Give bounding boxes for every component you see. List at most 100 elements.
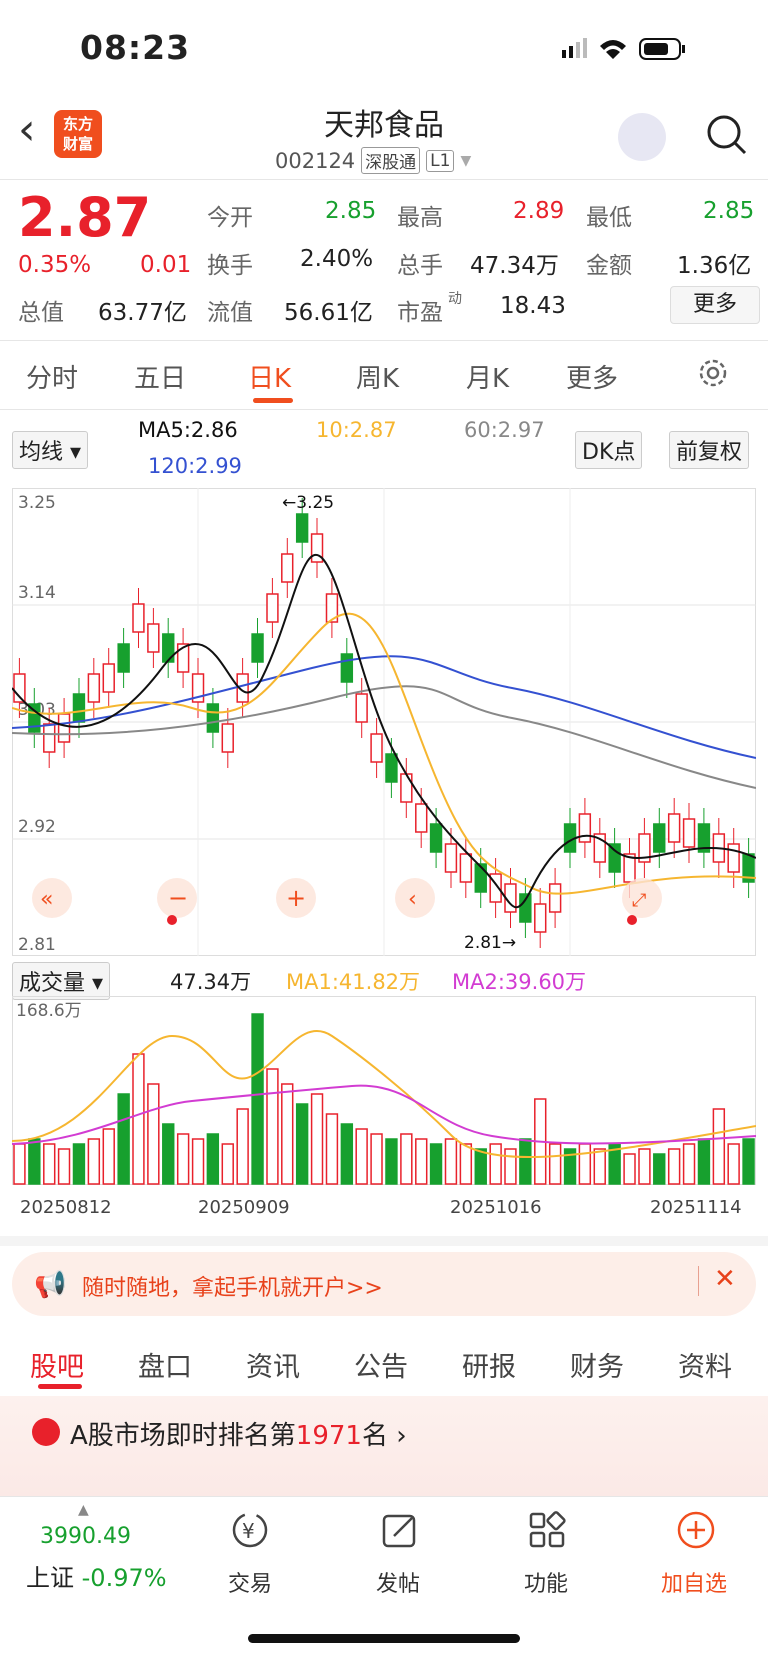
candle xyxy=(251,633,264,663)
candle xyxy=(176,643,190,673)
amount-label: 金额 xyxy=(586,253,632,279)
zoom-in-icon xyxy=(276,878,316,918)
candle xyxy=(578,813,592,843)
turnover-label: 换手 xyxy=(207,253,253,279)
nav-post[interactable]: 发帖 xyxy=(375,1572,420,1597)
nav-add-watchlist[interactable]: 加自选 xyxy=(660,1572,727,1597)
candle xyxy=(682,818,696,848)
indicator-select[interactable]: 均线 ▾ xyxy=(12,431,89,469)
tab-5day[interactable]: 五日 xyxy=(134,364,187,394)
open-account-banner[interactable] xyxy=(12,1252,756,1316)
float-label: 流值 xyxy=(207,300,253,326)
tab-finance[interactable]: 财务 xyxy=(570,1352,624,1383)
tag-l1: L1 xyxy=(426,149,455,172)
tab-news[interactable]: 资讯 xyxy=(246,1352,300,1383)
tab-more[interactable]: 更多 xyxy=(566,364,619,394)
svg-text:«: « xyxy=(40,887,53,912)
search-icon[interactable] xyxy=(704,112,748,156)
nav-functions[interactable]: 功能 xyxy=(523,1572,568,1597)
candle xyxy=(385,753,398,783)
index-row[interactable]: 上证 -0.97% xyxy=(26,1564,167,1592)
candle xyxy=(400,773,413,803)
close-icon[interactable]: ✕ xyxy=(714,1264,736,1294)
volume-bar xyxy=(429,1143,443,1185)
volume-label: 总手 xyxy=(397,253,443,279)
volume-bar xyxy=(504,1148,517,1185)
candle xyxy=(593,833,606,863)
pe-value: 18.43 xyxy=(500,293,566,319)
pe-label: 市盈 xyxy=(397,300,443,326)
change-pct: 0.35% xyxy=(18,252,92,278)
trade-icon: ¥ xyxy=(232,1512,268,1548)
fullscreen-icon xyxy=(622,878,662,918)
candle xyxy=(162,633,175,663)
candle xyxy=(28,703,41,733)
tab-announcement[interactable]: 公告 xyxy=(354,1352,408,1383)
status-time: 08:23 xyxy=(80,28,191,67)
more-button[interactable]: 更多 xyxy=(670,286,760,324)
candle xyxy=(415,803,428,833)
volume-chart[interactable]: 168.6万 20250812 20250909 20251016 202511… xyxy=(12,996,756,1216)
tab-pankou[interactable]: 盘口 xyxy=(138,1352,192,1383)
volume-bar xyxy=(667,1148,681,1185)
assistant-robot-icon[interactable] xyxy=(618,113,666,161)
candle xyxy=(57,713,71,743)
x-date-label: 20251114 xyxy=(650,1197,742,1216)
volume-bar xyxy=(295,1103,309,1185)
candle xyxy=(221,723,234,753)
tab-weekly-k[interactable]: 周K xyxy=(356,364,400,394)
tab-daily-k[interactable]: 日K xyxy=(248,364,292,394)
divider xyxy=(0,409,768,410)
volume-bar xyxy=(563,1148,577,1185)
volume-bar xyxy=(593,1148,606,1185)
candle xyxy=(295,513,309,543)
volume-bar xyxy=(519,1138,532,1185)
tab-research[interactable]: 研报 xyxy=(462,1352,516,1383)
candle xyxy=(459,853,473,883)
settings-icon[interactable] xyxy=(696,356,730,390)
candle xyxy=(697,823,711,853)
candle xyxy=(281,553,294,583)
tab-intraday[interactable]: 分时 xyxy=(26,364,79,394)
stock-code-row[interactable]: 002124 深股通 L1 ▼ xyxy=(275,147,471,174)
dk-point-button[interactable]: DK点 xyxy=(575,431,643,469)
tab-profile[interactable]: 资料 xyxy=(678,1352,732,1383)
add-watchlist-icon xyxy=(677,1511,715,1549)
volume-label: 47.34万 xyxy=(170,970,252,994)
y-tick-label: 3.14 xyxy=(18,583,56,603)
low-label: 最低 xyxy=(586,205,632,231)
open-value: 2.85 xyxy=(325,198,377,224)
index-value[interactable]: 3990.49 xyxy=(40,1524,131,1549)
stock-name: 天邦食品 xyxy=(324,108,444,143)
tab-monthly-k[interactable]: 月K xyxy=(466,364,510,394)
candle xyxy=(310,533,324,563)
candle xyxy=(727,843,740,873)
banner-text[interactable]: 随时随地，拿起手机就开户>> xyxy=(82,1276,383,1301)
last-price: 2.87 xyxy=(18,186,152,249)
adjust-button[interactable]: 前复权 xyxy=(669,431,750,469)
candle xyxy=(444,843,458,873)
volume-bar xyxy=(176,1133,190,1185)
candle xyxy=(548,883,562,913)
high-label: 最高 xyxy=(397,205,443,231)
x-date-label: 20251016 xyxy=(450,1197,542,1216)
tab-guba[interactable]: 股吧 xyxy=(30,1352,84,1383)
post-icon xyxy=(382,1514,416,1548)
change-amount: 0.01 xyxy=(140,252,192,278)
active-tab-indicator xyxy=(38,1384,82,1389)
candle xyxy=(474,863,487,893)
app-logo: 东方 财富 xyxy=(54,110,102,158)
back-icon[interactable]: ‹ xyxy=(18,104,36,155)
kline-chart[interactable]: 3.25 3.14 3.03 2.92 2.81 ←3.25 2.81→ « −… xyxy=(12,488,756,956)
volume-indicator-select[interactable]: 成交量 ▾ xyxy=(12,962,111,1000)
volume-bar xyxy=(221,1143,234,1185)
volume-bar xyxy=(147,1083,160,1185)
volume-bar xyxy=(682,1143,696,1185)
high-value: 2.89 xyxy=(513,198,565,224)
nav-trade[interactable]: 交易 xyxy=(227,1572,272,1597)
stock-code: 002124 xyxy=(275,148,356,173)
market-rank[interactable]: A股市场即时排名第1971名 › xyxy=(70,1421,407,1451)
divider xyxy=(698,1266,699,1296)
candle xyxy=(534,903,547,933)
candle xyxy=(623,853,636,883)
